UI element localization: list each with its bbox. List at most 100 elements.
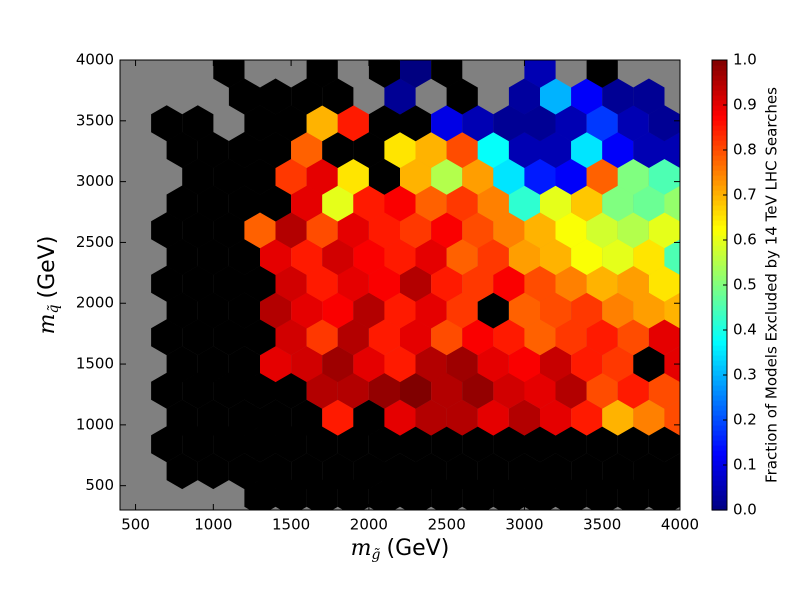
hex-bin	[648, 319, 680, 356]
hex-bin	[275, 372, 307, 409]
colorbar-segment	[712, 110, 727, 116]
hex-bin	[446, 399, 478, 436]
colorbar-segment	[712, 435, 727, 441]
colorbar-segment	[712, 405, 727, 411]
hex-bin	[586, 426, 618, 463]
hex-bin	[571, 292, 603, 329]
colorbar-segment	[712, 305, 727, 311]
hex-bin	[571, 78, 603, 115]
hex-bin	[228, 185, 260, 222]
colorbar-tick-label: 0.1	[733, 456, 757, 474]
hex-bin	[275, 426, 307, 463]
hex-bin	[602, 132, 634, 168]
hex-bin	[368, 105, 400, 142]
hex-bin	[182, 319, 214, 356]
hex-bin	[493, 105, 525, 142]
hex-bin	[260, 399, 292, 436]
hex-bin	[197, 399, 229, 436]
colorbar-segment	[712, 340, 727, 346]
hex-bin	[524, 158, 556, 195]
hex-bin	[524, 426, 556, 463]
hex-bin	[431, 158, 463, 195]
hex-bin	[353, 292, 385, 329]
hex-bin	[213, 60, 245, 88]
colorbar-segment	[712, 280, 727, 286]
colorbar-segment	[712, 75, 727, 81]
hex-bin	[446, 292, 478, 329]
hex-bin	[540, 239, 572, 275]
y-tick-label: 3500	[76, 111, 114, 129]
hex-bin	[602, 399, 634, 436]
hex-bin	[244, 105, 276, 142]
hex-bin	[555, 105, 587, 142]
colorbar-segment	[712, 115, 727, 121]
hex-bin	[571, 453, 603, 490]
colorbar-segment	[712, 160, 727, 166]
hex-bin	[431, 372, 463, 409]
y-tick-label: 2000	[76, 294, 114, 312]
colorbar-tick-label: 0.8	[733, 141, 757, 159]
hex-bin	[260, 346, 292, 383]
hex-bin	[260, 239, 292, 275]
hex-bin	[415, 292, 447, 329]
x-tick-label: 3000	[505, 516, 543, 534]
hex-bin	[508, 78, 540, 115]
hex-bin	[353, 239, 385, 275]
hex-bin	[306, 319, 338, 356]
hex-bin	[228, 239, 260, 275]
hex-bin	[524, 265, 556, 302]
hex-bin	[384, 399, 416, 436]
hex-bin	[166, 346, 198, 383]
hex-bin	[462, 319, 494, 356]
hex-bin	[462, 372, 494, 409]
hex-bin	[213, 319, 245, 356]
colorbar-segment	[712, 350, 727, 356]
colorbar-segment	[712, 90, 727, 96]
colorbar-segment	[712, 380, 727, 386]
x-tick-label: 3500	[583, 516, 621, 534]
hex-bin	[166, 185, 198, 222]
hex-bin	[228, 453, 260, 490]
colorbar-segment	[712, 140, 727, 146]
hex-bin	[508, 132, 540, 168]
colorbar-segment	[712, 210, 727, 216]
hex-bin	[322, 132, 354, 168]
hex-bin	[400, 105, 432, 142]
colorbar-segment	[712, 370, 727, 376]
hex-bin	[602, 292, 634, 329]
hex-bin	[337, 479, 369, 510]
hex-bin	[602, 78, 634, 115]
hex-bin	[446, 453, 478, 490]
hex-bin	[446, 239, 478, 275]
hex-bin	[415, 346, 447, 383]
colorbar-segment	[712, 390, 727, 396]
colorbar-segment	[712, 70, 727, 76]
hex-bin	[182, 105, 214, 142]
x-tick-label: 4000	[661, 516, 699, 534]
y-tick-label: 3000	[76, 172, 114, 190]
hex-bin	[633, 346, 665, 383]
colorbar-segment	[712, 265, 727, 271]
hex-bin	[540, 292, 572, 329]
hex-bin	[244, 265, 276, 302]
hex-bin	[602, 239, 634, 275]
hex-bin	[633, 292, 665, 329]
hex-bin	[353, 399, 385, 436]
hex-bin	[493, 319, 525, 356]
hex-bin	[275, 158, 307, 195]
colorbar-segment	[712, 80, 727, 86]
hex-bin	[462, 158, 494, 195]
hex-bin	[306, 60, 338, 88]
hex-bin	[368, 60, 400, 88]
hex-bin	[182, 372, 214, 409]
hex-bin	[291, 292, 323, 329]
hex-bin	[337, 158, 369, 195]
hex-bin	[508, 346, 540, 383]
hex-bin	[244, 372, 276, 409]
hex-bin	[400, 372, 432, 409]
hex-bin	[400, 319, 432, 356]
hex-bin	[244, 212, 276, 249]
hex-bin	[524, 60, 556, 88]
hex-bin	[197, 346, 229, 383]
hex-bin	[555, 158, 587, 195]
